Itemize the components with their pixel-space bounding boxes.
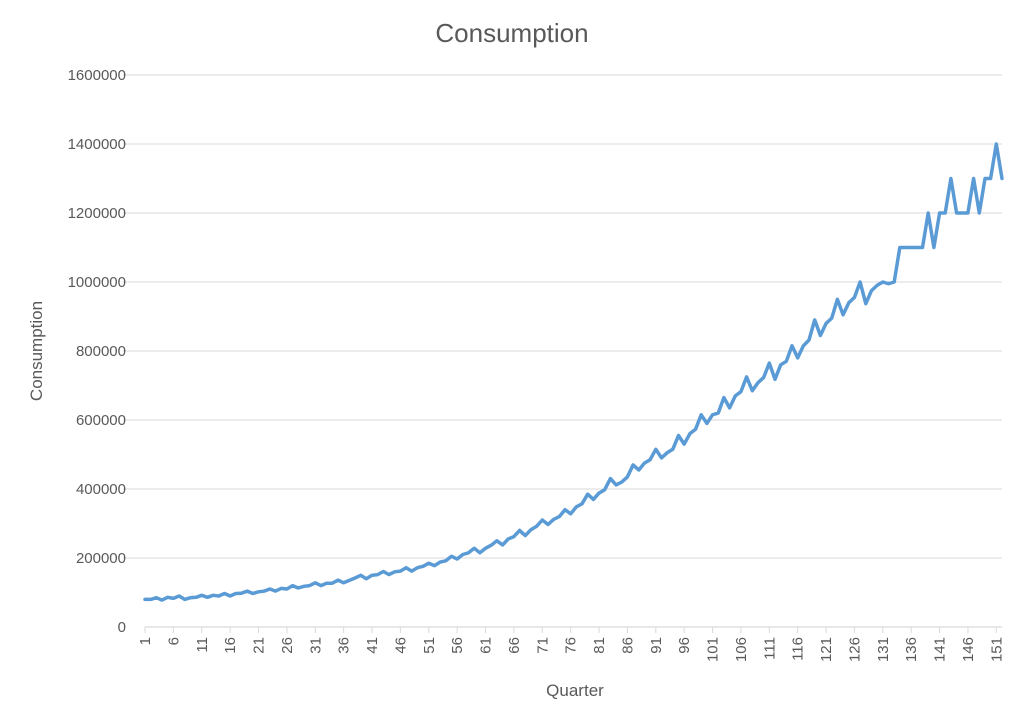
y-tick-label: 0 (118, 619, 126, 636)
x-tick-label: 91 (648, 637, 665, 654)
x-tick-label: 141 (932, 637, 949, 662)
x-axis-title: Quarter (546, 681, 604, 700)
y-tick-label: 1400000 (68, 136, 126, 153)
y-tick-label: 1600000 (68, 67, 126, 84)
x-tick-label: 131 (875, 637, 892, 662)
x-tick-label: 81 (591, 637, 608, 654)
y-tick-label: 200000 (76, 550, 126, 567)
x-tick-label: 146 (960, 637, 977, 662)
x-tick-label: 86 (619, 637, 636, 654)
x-tick-label: 66 (506, 637, 523, 654)
x-tick-label: 111 (761, 637, 778, 660)
series-line (143, 142, 1004, 602)
x-tick-label: 41 (364, 637, 381, 654)
x-tick-label: 56 (449, 637, 466, 654)
x-tick-label: 21 (251, 637, 268, 654)
axes (144, 626, 1002, 633)
x-tick-label: 136 (903, 637, 920, 662)
x-tick-label: 11 (194, 637, 211, 653)
x-tick-label: 6 (165, 637, 182, 645)
gridlines (123, 74, 1002, 559)
x-tick-label: 36 (336, 637, 353, 654)
y-tick-label: 400000 (76, 481, 126, 498)
x-tick-label: 96 (676, 637, 693, 654)
y-tick-label: 800000 (76, 343, 126, 360)
x-tick-label: 106 (733, 637, 750, 662)
x-tick-label: 151 (988, 637, 1005, 662)
tick-labels: 0 200000 400000 600000 800000 1000000 1200000 1… (68, 67, 1006, 662)
x-tick-label: 116 (790, 637, 807, 661)
y-tick-label: 1000000 (68, 274, 126, 291)
x-tick-label: 26 (279, 637, 296, 654)
x-tick-label: 121 (818, 637, 835, 662)
x-tick-label: 46 (392, 637, 409, 654)
x-tick-label: 71 (534, 637, 551, 654)
x-tick-label: 61 (478, 637, 495, 654)
y-tick-label: 600000 (76, 412, 126, 429)
x-tick-label: 31 (307, 637, 324, 654)
series-layer (143, 142, 1004, 602)
x-tick-label: 51 (421, 637, 438, 654)
x-tick-label: 16 (222, 637, 239, 654)
x-tick-label: 126 (846, 637, 863, 662)
chart-title: Consumption (435, 18, 588, 48)
y-tick-label: 1200000 (68, 205, 126, 222)
y-axis-title: Consumption (27, 301, 46, 401)
x-tick-label: 101 (705, 637, 722, 662)
x-tick-label: 1 (137, 637, 154, 645)
x-tick-label: 76 (563, 637, 580, 654)
